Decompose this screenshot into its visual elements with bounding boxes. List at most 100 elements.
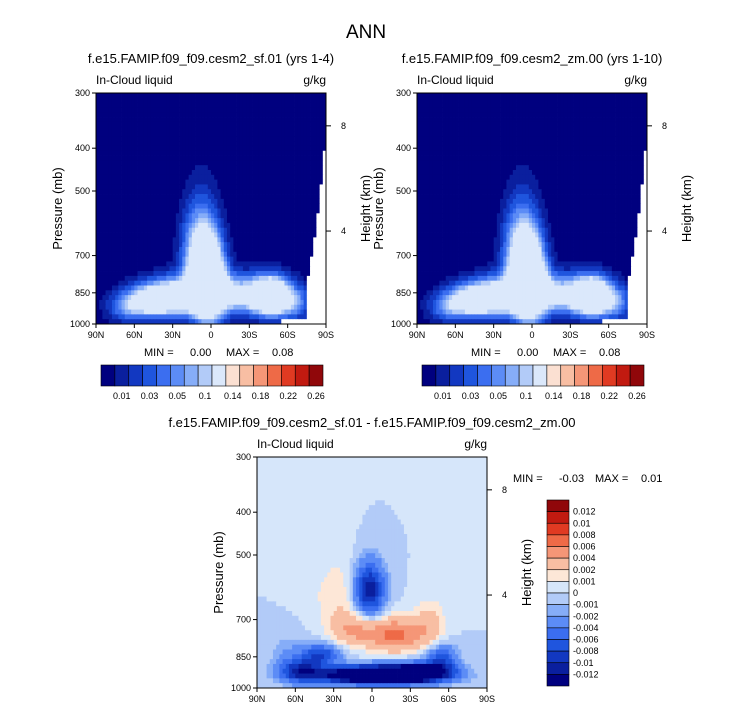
contour-cell (201, 285, 206, 291)
contour-cell (551, 165, 555, 171)
contour-cell (627, 121, 632, 128)
contour-cell (586, 97, 590, 104)
contour-cell (131, 203, 135, 209)
contour-cell (108, 319, 113, 325)
contour-cell (115, 189, 119, 195)
contour-cell (127, 227, 132, 233)
contour-cell (226, 141, 231, 147)
contour-cell (621, 136, 626, 142)
contour-cell (487, 174, 491, 181)
contour-cell (255, 280, 260, 286)
contour-cell (322, 170, 327, 176)
contour-cell (303, 165, 308, 171)
contour-cell (182, 309, 186, 315)
contour-cell (140, 107, 145, 113)
contour-cell (223, 237, 228, 243)
contour-cell (458, 160, 463, 166)
contour-cell (258, 107, 263, 113)
contour-cell (214, 112, 218, 118)
contour-cell (249, 198, 253, 205)
contour-cell (201, 189, 206, 195)
contour-cell (188, 160, 193, 166)
contour-cell (316, 150, 321, 156)
contour-cell (188, 271, 193, 277)
contour-cell (115, 232, 119, 238)
contour-cell (551, 179, 555, 185)
contour-cell (217, 295, 221, 301)
contour-cell (239, 261, 244, 267)
contour-cell (175, 93, 180, 99)
contour-cell (532, 107, 536, 113)
contour-cell (214, 160, 218, 166)
contour-cell (115, 295, 119, 301)
contour-cell (195, 275, 199, 282)
contour-cell (124, 237, 129, 243)
contour-cell (169, 112, 174, 118)
contour-cell (147, 304, 151, 310)
contour-cell (496, 189, 501, 195)
contour-cell (198, 160, 202, 166)
contour-cell (417, 189, 421, 195)
contour-cell (281, 97, 285, 104)
contour-cell (140, 184, 145, 190)
contour-cell (512, 126, 517, 132)
contour-cell (268, 232, 273, 238)
contour-cell (493, 184, 498, 190)
contour-cell (595, 117, 600, 123)
contour-cell (172, 290, 177, 296)
contour-cell (108, 203, 113, 209)
contour-cell (249, 290, 253, 296)
contour-cell (236, 222, 241, 229)
contour-cell (239, 112, 244, 118)
contour-cell (195, 304, 199, 310)
contour-cell (134, 198, 138, 205)
contour-cell (230, 160, 234, 166)
contour-cell (297, 237, 301, 243)
contour-cell (611, 117, 616, 123)
contour-cell (252, 285, 257, 291)
contour-cell (207, 314, 212, 320)
contour-cell (223, 256, 228, 262)
contour-cell (127, 141, 132, 147)
contour-cell (252, 290, 257, 296)
contour-cell (99, 141, 103, 147)
colorbar-swatch (267, 364, 282, 387)
contour-cell (179, 203, 183, 209)
contour-cell (236, 97, 241, 104)
contour-cell (551, 174, 555, 181)
contour-cell (195, 145, 199, 152)
contour-cell (249, 141, 253, 147)
contour-cell (179, 150, 183, 156)
contour-cell (300, 126, 305, 132)
contour-cell (448, 155, 453, 161)
contour-cell (522, 145, 527, 152)
contour-cell (627, 141, 632, 147)
contour-cell (480, 184, 485, 190)
contour-cell (255, 131, 260, 137)
contour-cell (175, 304, 180, 310)
contour-cell (169, 208, 174, 214)
contour-cell (631, 126, 635, 132)
contour-cell (226, 218, 231, 224)
contour-cell (448, 126, 453, 132)
contour-cell (643, 170, 648, 176)
contour-cell (118, 136, 122, 142)
contour-cell (198, 314, 202, 320)
contour-cell (166, 107, 170, 113)
contour-cell (557, 136, 562, 142)
contour-cell (303, 237, 308, 243)
contour-cell (281, 242, 285, 248)
contour-cell (287, 275, 292, 282)
contour-cell (300, 290, 305, 296)
contour-cell (464, 126, 469, 132)
contour-cell (306, 251, 311, 258)
contour-cell (573, 102, 578, 108)
contour-cell (294, 160, 298, 166)
contour-cell (153, 150, 158, 156)
contour-cell (448, 145, 453, 152)
contour-cell (506, 102, 511, 108)
contour-cell (519, 155, 523, 161)
contour-cell (169, 242, 174, 248)
contour-cell (316, 112, 321, 118)
contour-cell (211, 179, 215, 185)
